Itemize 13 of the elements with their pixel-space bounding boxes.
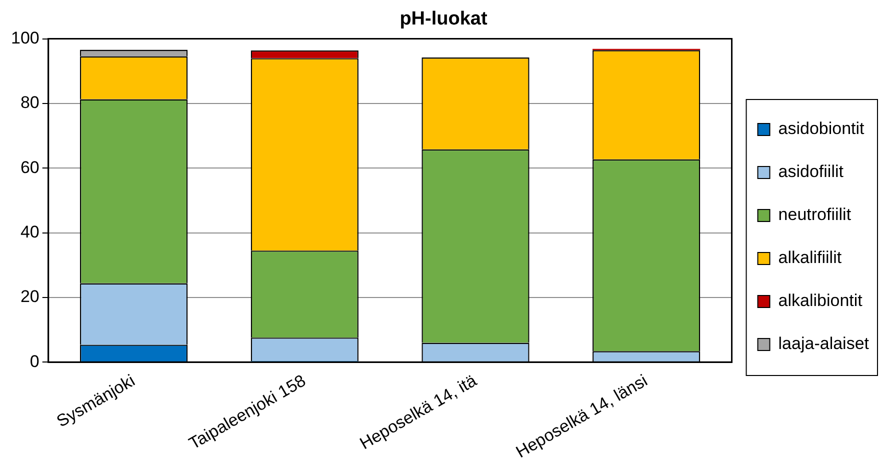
legend-label: asidofiilit: [778, 162, 844, 182]
y-tick-label: 0: [30, 352, 40, 371]
y-tick-label: 40: [20, 222, 40, 242]
y-tick-label: 80: [20, 93, 40, 112]
chart-title: pH-luokat: [400, 8, 488, 30]
legend-label: neutrofiilit: [778, 205, 852, 224]
legend-label: asidobiontit: [778, 119, 865, 138]
y-tick-label: 20: [20, 287, 40, 306]
legend-label: alkalibiontit: [778, 291, 863, 310]
legend-label: alkalifiilit: [778, 248, 842, 268]
y-tick-label: 60: [20, 158, 40, 177]
y-tick-label: 100: [10, 28, 40, 48]
legend-label: laaja-alaiset: [778, 334, 870, 354]
